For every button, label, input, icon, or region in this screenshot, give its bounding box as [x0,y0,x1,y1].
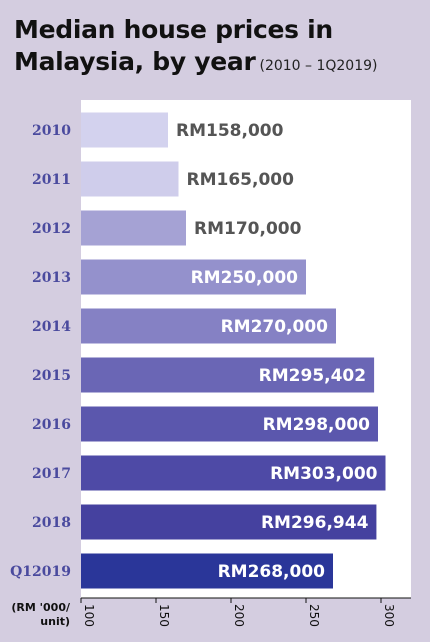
bar-2015 [81,357,375,393]
bar-2013 [81,259,306,295]
value-label-2018: RM296,944 [261,513,369,533]
bar-2010 [81,112,168,148]
x-axis-unit-label-line-2: unit) [40,615,70,628]
value-label-2017: RM303,000 [270,464,378,484]
category-label-2014: 2014 [32,319,71,335]
x-tick-label-100: 100 [82,604,96,627]
x-tick-label-250: 250 [307,604,321,627]
bar-2014 [81,308,336,344]
x-axis-unit-label-line-1: (RM '000/ [11,601,71,614]
chart-title-line-2: Malaysia, by year (2010 – 1Q2019) [14,46,424,82]
bar-Q12019 [81,553,333,589]
bar-2017 [81,455,386,491]
bar-2016 [81,406,378,442]
chart-subtitle: (2010 – 1Q2019) [259,58,378,74]
category-label-2017: 2017 [32,466,71,482]
value-label-2015: RM295,402 [259,366,366,386]
value-label-2011: RM165,000 [187,170,295,190]
value-label-2010: RM158,000 [176,121,284,141]
x-tick-label-300: 300 [382,604,396,627]
value-label-2016: RM298,000 [263,415,371,435]
category-label-2016: 2016 [32,417,71,433]
title-block: Median house prices in Malaysia, by year… [14,14,424,82]
value-label-Q12019: RM268,000 [218,562,326,582]
chart-title-line-2-text: Malaysia, by year [14,47,256,76]
bar-2011 [81,161,179,197]
bar-2018 [81,504,377,540]
category-label-2010: 2010 [32,123,71,139]
x-tick-label-150: 150 [157,604,171,627]
x-tick-label-200: 200 [232,604,246,627]
category-label-2018: 2018 [32,515,71,531]
bar-2012 [81,210,186,246]
category-label-2011: 2011 [32,172,71,188]
category-label-2015: 2015 [32,368,71,384]
category-label-Q12019: Q12019 [10,564,71,580]
category-label-2013: 2013 [32,270,71,286]
value-label-2012: RM170,000 [194,219,302,239]
category-label-2012: 2012 [32,221,71,237]
value-label-2014: RM270,000 [221,317,329,337]
chart-title-line-1: Median house prices in [14,15,333,44]
value-label-2013: RM250,000 [191,268,299,288]
